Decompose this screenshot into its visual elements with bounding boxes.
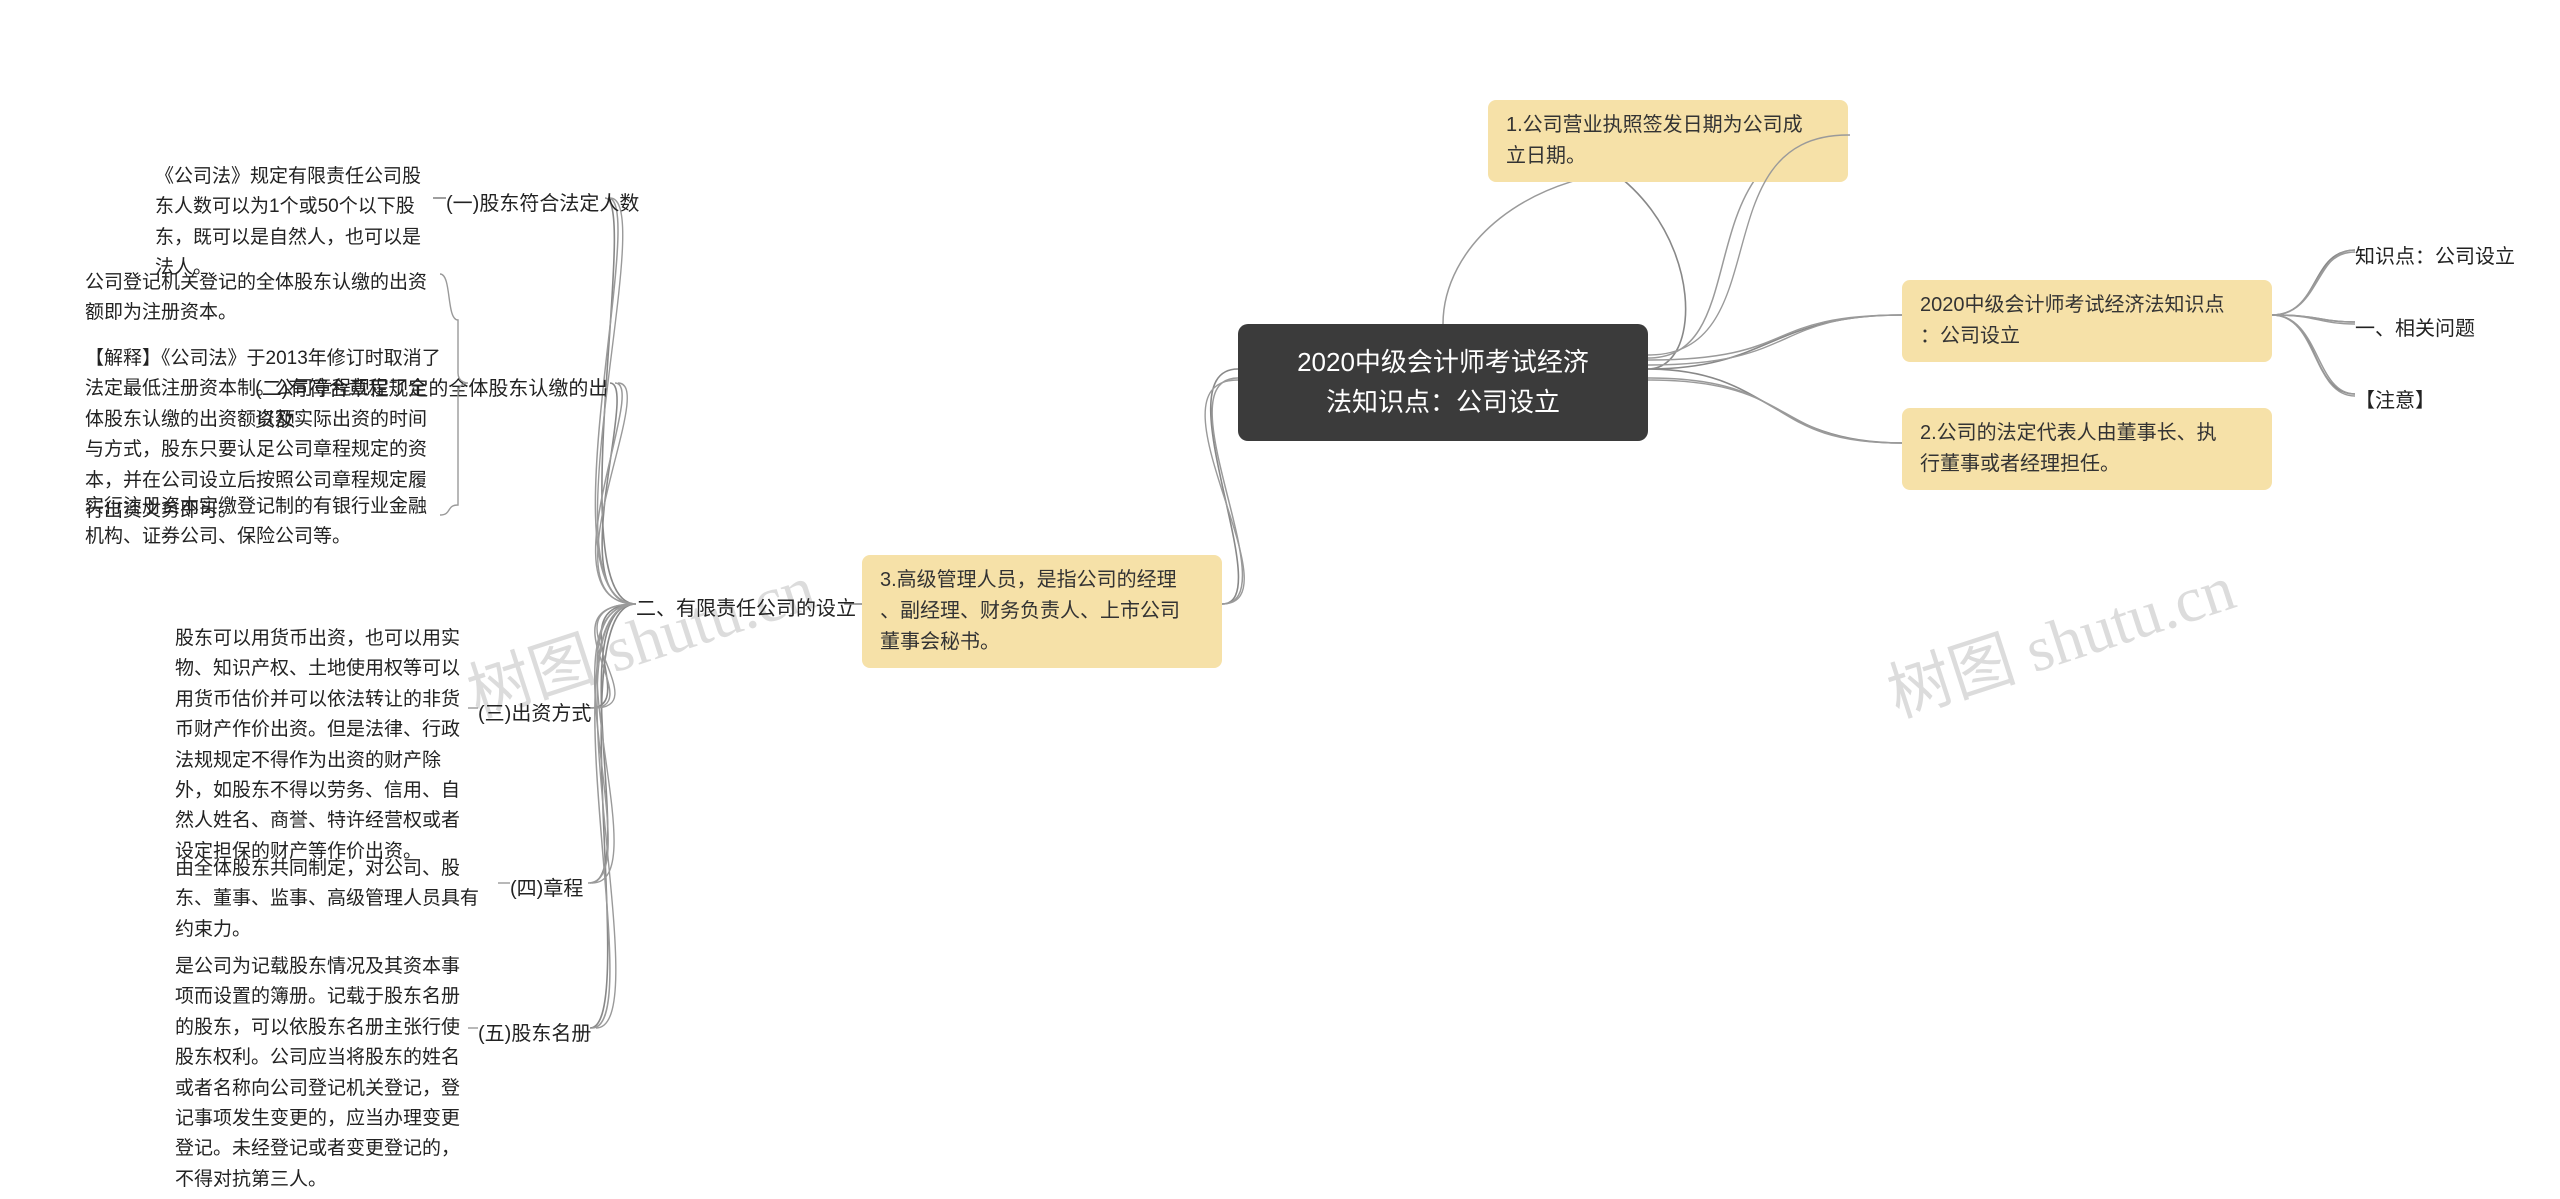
right-item-2-child-a: 知识点：公司设立 <box>2355 238 2515 277</box>
left-yellow-item: 3.高级管理人员，是指公司的经理 、副经理、财务负责人、上市公司 董事会秘书。 <box>862 555 1222 668</box>
right-item-2-child-b: 一、相关问题 <box>2355 310 2475 349</box>
sub3-label: (三)出资方式 <box>478 695 591 734</box>
sub5-detail: 是公司为记载股东情况及其资本事项而设置的簿册。记载于股东名册的股东，可以依股东名… <box>175 948 465 1199</box>
right-item-3: 2.公司的法定代表人由董事长、执 行董事或者经理担任。 <box>1902 408 2272 490</box>
right-item-2: 2020中级会计师考试经济法知识点 ：公司设立 <box>1902 280 2272 362</box>
sub4-detail: 由全体股东共同制定，对公司、股东、董事、监事、高级管理人员具有约束力。 <box>175 850 495 949</box>
right-item-2-child-c: 【注意】 <box>2355 382 2435 421</box>
sub4-label: (四)章程 <box>510 870 583 909</box>
sub2-detail-3: 实行注册资本实缴登记制的有银行业金融机构、证券公司、保险公司等。 <box>85 488 430 557</box>
left-section-title: 二、有限责任公司的设立 <box>636 590 856 629</box>
sub1-label: (一)股东符合法定人数 <box>446 185 639 224</box>
watermark: 树图 shutu.cn <box>1875 537 2245 735</box>
sub5-label: (五)股东名册 <box>478 1015 591 1054</box>
mindmap-canvas: 树图 shutu.cn 树图 shutu.cn <box>0 0 2560 1199</box>
sub3-detail: 股东可以用货币出资，也可以用实物、知识产权、土地使用权等可以用货币估价并可以依法… <box>175 620 465 871</box>
root-node: 2020中级会计师考试经济 法知识点：公司设立 <box>1238 324 1648 441</box>
sub2-detail-1: 公司登记机关登记的全体股东认缴的出资额即为注册资本。 <box>85 264 430 333</box>
right-item-1: 1.公司营业执照签发日期为公司成 立日期。 <box>1488 100 1848 182</box>
